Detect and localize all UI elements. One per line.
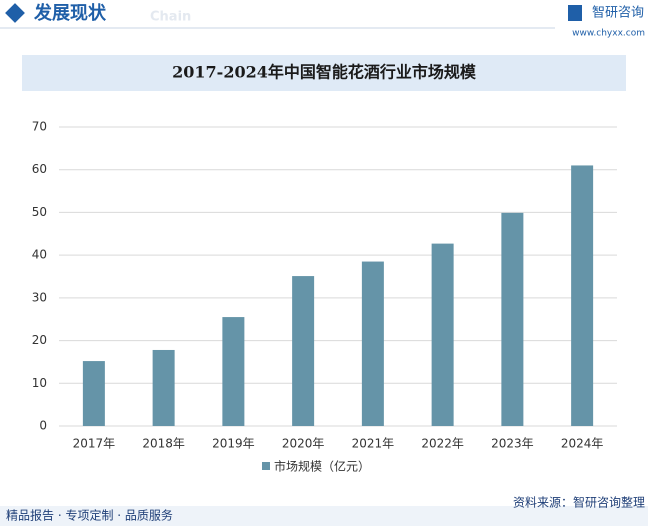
plot: 0 10 20 30 40 50 60 70 2017年 2018年 2019年 2020年 2021年… — [32, 120, 617, 474]
x-tick-label: 2020年 — [282, 437, 325, 451]
x-tick-label: 2024年 — [561, 437, 604, 451]
x-tick-label: 2019年 — [212, 437, 255, 451]
bar — [501, 212, 524, 426]
source-note: 资料来源：智研咨询整理 — [513, 495, 645, 510]
y-tick-label: 60 — [32, 162, 47, 176]
bar — [571, 165, 594, 426]
y-tick-label: 10 — [32, 376, 47, 390]
y-tick-label: 50 — [32, 205, 47, 219]
bar — [152, 349, 175, 426]
y-tick-label: 0 — [39, 419, 47, 433]
x-tick-label: 2022年 — [421, 437, 464, 451]
x-tick-label: 2018年 — [142, 437, 185, 451]
y-tick-label: 30 — [32, 290, 47, 304]
legend-label: 市场规模（亿元） — [274, 459, 370, 474]
bar — [431, 243, 454, 426]
brand-url: www.chyxx.com — [572, 29, 645, 39]
bar — [292, 276, 315, 426]
x-tick-label: 2023年 — [491, 437, 534, 451]
bar — [82, 361, 105, 426]
x-tick-label: 2021年 — [352, 437, 395, 451]
header-title: 发展现状 — [33, 2, 107, 24]
y-tick-label: 20 — [32, 333, 47, 347]
legend-swatch — [262, 462, 270, 470]
x-tick-label: 2017年 — [73, 437, 116, 451]
header-icon — [5, 3, 25, 23]
brand-logo — [568, 5, 582, 21]
header-subtitle: Chain — [150, 10, 191, 25]
bar — [222, 317, 245, 426]
title-box — [22, 55, 626, 91]
brand-name: 智研咨询 — [592, 6, 644, 21]
y-tick-label: 40 — [32, 248, 47, 262]
bar — [361, 261, 384, 426]
chart-title: 2017-2024年中国智能花酒行业市场规模 — [172, 63, 477, 82]
y-tick-label: 70 — [32, 120, 47, 134]
footer-tagline: 精品报告 · 专项定制 · 品质服务 — [6, 508, 173, 523]
footer-bar — [0, 506, 648, 526]
